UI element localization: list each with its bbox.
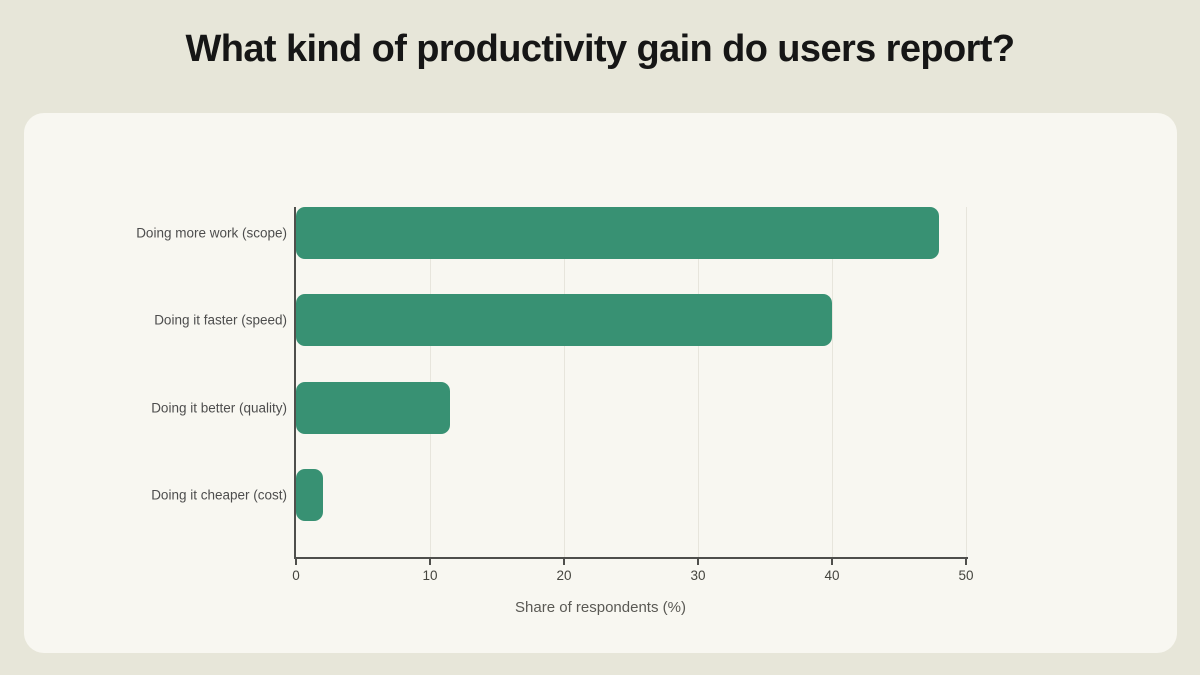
x-tick-label: 10 [422, 568, 438, 583]
x-tick-label: 30 [690, 568, 706, 583]
gridline [832, 207, 833, 557]
y-axis-line [294, 207, 296, 559]
x-tick-label: 40 [824, 568, 840, 583]
category-label: Doing it better (quality) [151, 400, 287, 416]
gridline [966, 207, 967, 557]
category-label: Doing it faster (speed) [154, 312, 287, 328]
bar [296, 294, 832, 347]
bar [296, 207, 940, 259]
x-tick-label: 50 [958, 568, 974, 583]
gridline [698, 207, 699, 557]
x-tick-mark [831, 557, 833, 565]
x-tick-label: 0 [292, 568, 300, 583]
x-tick-mark [563, 557, 565, 565]
gridline [564, 207, 565, 557]
x-tick-mark [965, 557, 967, 565]
x-tick-mark [697, 557, 699, 565]
bar [296, 381, 451, 434]
x-tick-label: 20 [556, 568, 572, 583]
x-axis-line [294, 557, 968, 559]
x-tick-mark [429, 557, 431, 565]
category-label: Doing more work (scope) [136, 225, 287, 241]
plot-area: 0 10 20 30 40 50 Doing more work (scope) Doing … [136, 207, 974, 583]
bar [296, 468, 323, 521]
x-tick-mark [295, 557, 297, 565]
chart-card: 0 10 20 30 40 50 Doing more work (scope) Doing … [24, 113, 1177, 653]
chart-title: What kind of productivity gain do users … [185, 28, 1016, 70]
category-label: Doing it cheaper (cost) [151, 487, 287, 503]
x-axis-title: Share of respondents (%) [515, 599, 686, 616]
